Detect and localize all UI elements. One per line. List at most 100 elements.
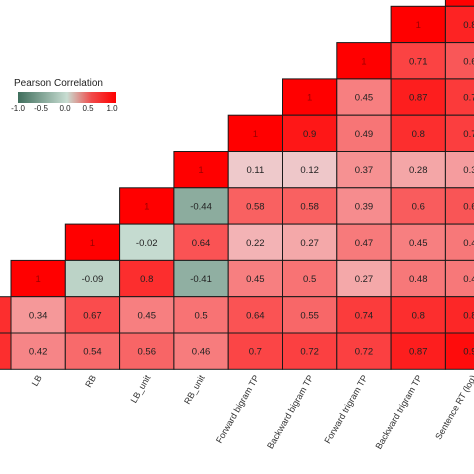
cell-value-label: 1 (36, 274, 41, 285)
cell-value-label: -0.44 (190, 201, 212, 212)
cell-value-label: 0.34 (29, 310, 48, 321)
legend-tick: -0.5 (34, 104, 48, 113)
heatmap-cell (227, 296, 283, 334)
cell-value-label: 0.9 (303, 129, 316, 140)
cell-value-label: 1 (307, 93, 312, 104)
heatmap-cell (336, 296, 392, 334)
heatmap-cell (390, 5, 446, 44)
cell-value-label: -0.41 (190, 274, 212, 285)
cell-value-label: 0.58 (246, 201, 265, 212)
cell-value-label: 0.28 (409, 165, 428, 176)
heatmap-cell (390, 259, 446, 298)
heatmap-cell (444, 114, 474, 152)
cell-value-label: 0.45 (355, 93, 374, 104)
legend-ticks: -1.0 -0.5 0.0 0.5 1.0 (11, 103, 124, 115)
cell-value-label: 0.5 (194, 310, 207, 321)
cell-value-label: 0.83 (463, 310, 474, 321)
heatmap-cell (227, 151, 283, 189)
cell-value-label: 0.62 (463, 56, 474, 67)
heatmap-cell (390, 151, 446, 189)
heatmap-cell-labels: 110.8510.710.6210.450.870.7510.90.490.80… (29, 20, 474, 358)
heatmap-cell (390, 114, 446, 152)
cell-value-label: 0.45 (246, 274, 265, 285)
cell-value-label: 0.5 (303, 274, 316, 285)
x-axis-label: RB (83, 373, 98, 389)
x-axis-label: Forward trigram TP (322, 373, 369, 445)
heatmap-cell (282, 223, 338, 261)
heatmap-cell (173, 259, 229, 298)
heatmap-cell (336, 151, 392, 189)
legend-tick: 1.0 (106, 104, 118, 113)
cell-value-label: -0.09 (82, 274, 104, 285)
heatmap-cell (10, 296, 66, 334)
cell-value-label: 0.11 (246, 165, 264, 176)
heatmap-cell (390, 296, 446, 334)
cell-value-label: 0.22 (246, 238, 265, 249)
cell-value-label: 0.37 (355, 165, 374, 176)
heatmap-cell (0, 296, 12, 334)
cell-value-label: 0.7 (249, 347, 262, 358)
heatmap-cell (10, 259, 66, 298)
heatmap-cell (390, 332, 446, 370)
heatmap-cell (64, 259, 121, 298)
heatmap-cell (336, 259, 392, 298)
heatmap-cell (282, 259, 338, 298)
cell-value-label: 1 (361, 56, 366, 67)
cell-value-label: 0.56 (138, 347, 157, 358)
cell-value-label: 1 (144, 201, 149, 212)
legend-tick: -1.0 (11, 104, 25, 113)
cell-value-label: 0.58 (300, 201, 319, 212)
cell-value-label: 0.12 (300, 165, 319, 176)
cell-value-label: 1 (253, 129, 258, 140)
cell-value-label: 0.48 (409, 274, 428, 285)
heatmap-cell (10, 332, 66, 370)
cell-value-label: 0.87 (409, 347, 428, 358)
heatmap-cell (444, 5, 474, 44)
heatmap-cell (336, 187, 392, 225)
cell-value-label: 0.72 (300, 347, 319, 358)
heatmap-cell (173, 223, 229, 261)
x-axis-label: RB_unit (182, 373, 207, 406)
legend-tick: 0.0 (59, 104, 71, 113)
heatmap-cell (119, 296, 175, 334)
heatmap-cell (227, 187, 283, 225)
cell-value-label: 0.27 (355, 274, 374, 285)
heatmap-cell (227, 114, 283, 152)
heatmap-cell (0, 332, 12, 370)
cell-value-label: 0.42 (29, 347, 48, 358)
x-axis-labels: LB RB LB_unit RB_unit Forward bigram TP Backw… (30, 373, 474, 451)
cell-value-label: 0.45 (409, 238, 428, 249)
cell-value-label: 0.8 (412, 129, 425, 140)
heatmap-cell (444, 223, 474, 261)
cell-value-label: 0.64 (246, 310, 265, 321)
cell-value-label: 0.45 (138, 310, 157, 321)
cell-value-label: 0.71 (409, 56, 428, 67)
cell-value-label: 0.46 (192, 347, 211, 358)
cell-value-label: 0.6 (412, 201, 425, 212)
heatmap-cell (444, 332, 474, 370)
cell-value-label: 0.48 (463, 274, 474, 285)
heatmap-cell (444, 42, 474, 80)
cell-value-label: 0.87 (409, 93, 428, 104)
heatmap-cells (0, 0, 474, 370)
heatmap-cell (119, 187, 175, 225)
x-axis-label: Forward bigram TP (214, 373, 261, 445)
cell-value-label: 1 (90, 238, 95, 249)
cell-value-label: 0.85 (463, 20, 474, 31)
heatmap-cell (336, 114, 392, 152)
cell-value-label: 0.27 (300, 238, 319, 249)
cell-value-label: 0.63 (463, 201, 474, 212)
heatmap-cell (444, 0, 474, 7)
x-axis-label: LB_unit (129, 373, 153, 405)
heatmap-cell (444, 296, 474, 334)
legend-color-bar (18, 92, 116, 103)
cell-value-label: 0.67 (83, 310, 102, 321)
cell-value-label: 0.73 (463, 129, 474, 140)
cell-value-label: 0.48 (463, 238, 474, 249)
x-axis-label: Sentence RT (log) (433, 373, 474, 441)
cell-value-label: 0.8 (140, 274, 153, 285)
heatmap-cell (444, 151, 474, 189)
heatmap-cell (390, 78, 446, 116)
cell-value-label: 0.75 (463, 93, 474, 104)
